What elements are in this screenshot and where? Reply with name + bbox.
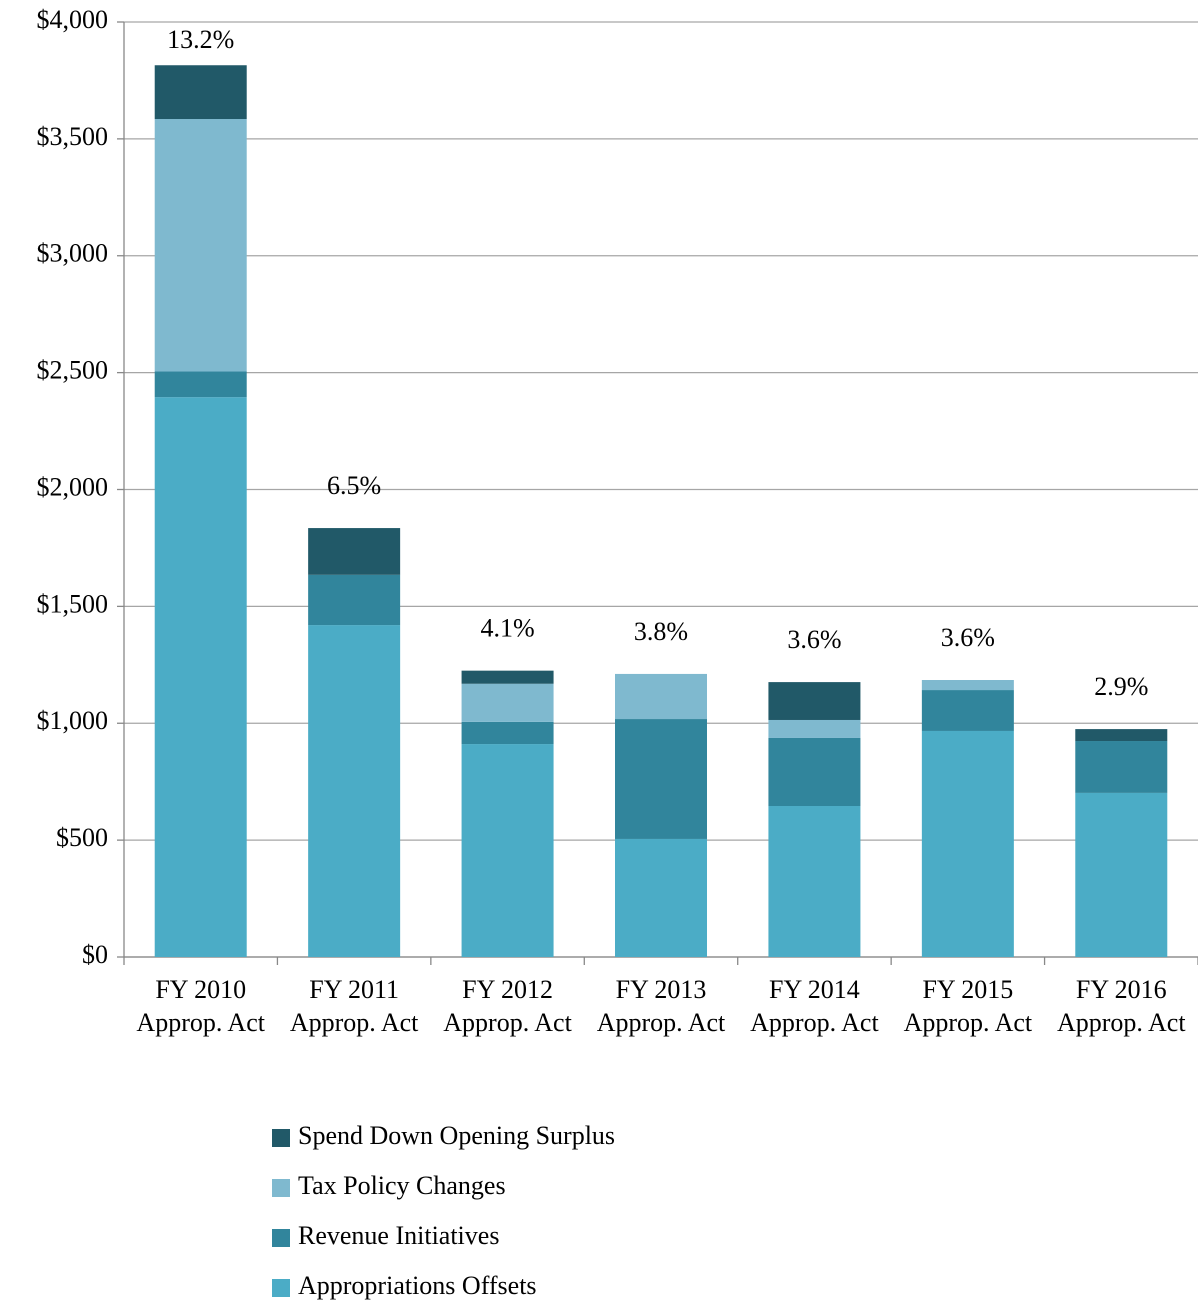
bar-segment <box>308 625 401 957</box>
bar-segment <box>308 528 401 575</box>
legend-label: Revenue Initiatives <box>298 1221 499 1250</box>
bar-segment <box>1075 741 1168 793</box>
y-tick-label: $500 <box>56 823 108 852</box>
legend-swatch <box>272 1229 290 1247</box>
bar-annotation: 3.6% <box>787 625 841 654</box>
bar-annotation: 2.9% <box>1094 672 1148 701</box>
bar-segment <box>461 744 554 957</box>
bar-segment <box>921 680 1014 691</box>
y-tick-label: $2,000 <box>37 472 109 501</box>
bar-segment <box>461 670 554 684</box>
legend-label: Spend Down Opening Surplus <box>298 1121 615 1150</box>
legend-swatch <box>272 1279 290 1297</box>
y-tick-label: $4,000 <box>37 5 109 34</box>
bar-segment <box>154 65 247 120</box>
x-tick-label: FY 2012 Approp. Act <box>443 975 572 1037</box>
legend-label: Appropriations Offsets <box>298 1271 537 1300</box>
y-tick-label: $1,000 <box>37 706 109 735</box>
y-tick-label: $3,000 <box>37 239 109 268</box>
bar-segment <box>768 682 861 720</box>
legend-label: Tax Policy Changes <box>298 1171 506 1200</box>
bar-segment <box>154 397 247 957</box>
bar-segment <box>308 574 401 626</box>
y-tick-label: $0 <box>82 940 108 969</box>
x-tick-label: FY 2014 Approp. Act <box>750 975 879 1037</box>
y-tick-label: $3,500 <box>37 122 109 151</box>
x-tick-label: FY 2010 Approp. Act <box>136 975 265 1037</box>
legend-swatch <box>272 1129 290 1147</box>
bar-segment <box>154 371 247 398</box>
bar-annotation: 3.6% <box>941 623 995 652</box>
bar-annotation: 6.5% <box>327 471 381 500</box>
bar-segment <box>1075 729 1168 742</box>
bar-segment <box>921 730 1014 957</box>
x-tick-label: FY 2016 Approp. Act <box>1057 975 1186 1037</box>
bar-segment <box>615 673 707 720</box>
legend-swatch <box>272 1179 290 1197</box>
bar-segment <box>615 719 707 839</box>
bar-segment <box>461 721 554 745</box>
bar-segment <box>768 805 861 957</box>
bar-segment <box>461 683 554 722</box>
y-tick-label: $2,500 <box>37 356 109 385</box>
bar-segment <box>768 719 861 738</box>
x-tick-label: FY 2015 Approp. Act <box>903 975 1033 1037</box>
x-tick-label: FY 2011 Approp. Act <box>289 975 419 1037</box>
bar-annotation: 4.1% <box>480 614 534 643</box>
bar-annotation: 3.8% <box>634 617 688 646</box>
y-tick-label: $1,500 <box>37 589 109 618</box>
x-tick-label: FY 2013 Approp. Act <box>596 975 726 1037</box>
bar-segment <box>921 690 1014 731</box>
bar-segment <box>154 119 247 372</box>
bar-segment <box>1075 792 1168 957</box>
bar-segment <box>615 838 707 957</box>
bar-segment <box>768 737 861 806</box>
bar-annotation: 13.2% <box>167 25 234 54</box>
